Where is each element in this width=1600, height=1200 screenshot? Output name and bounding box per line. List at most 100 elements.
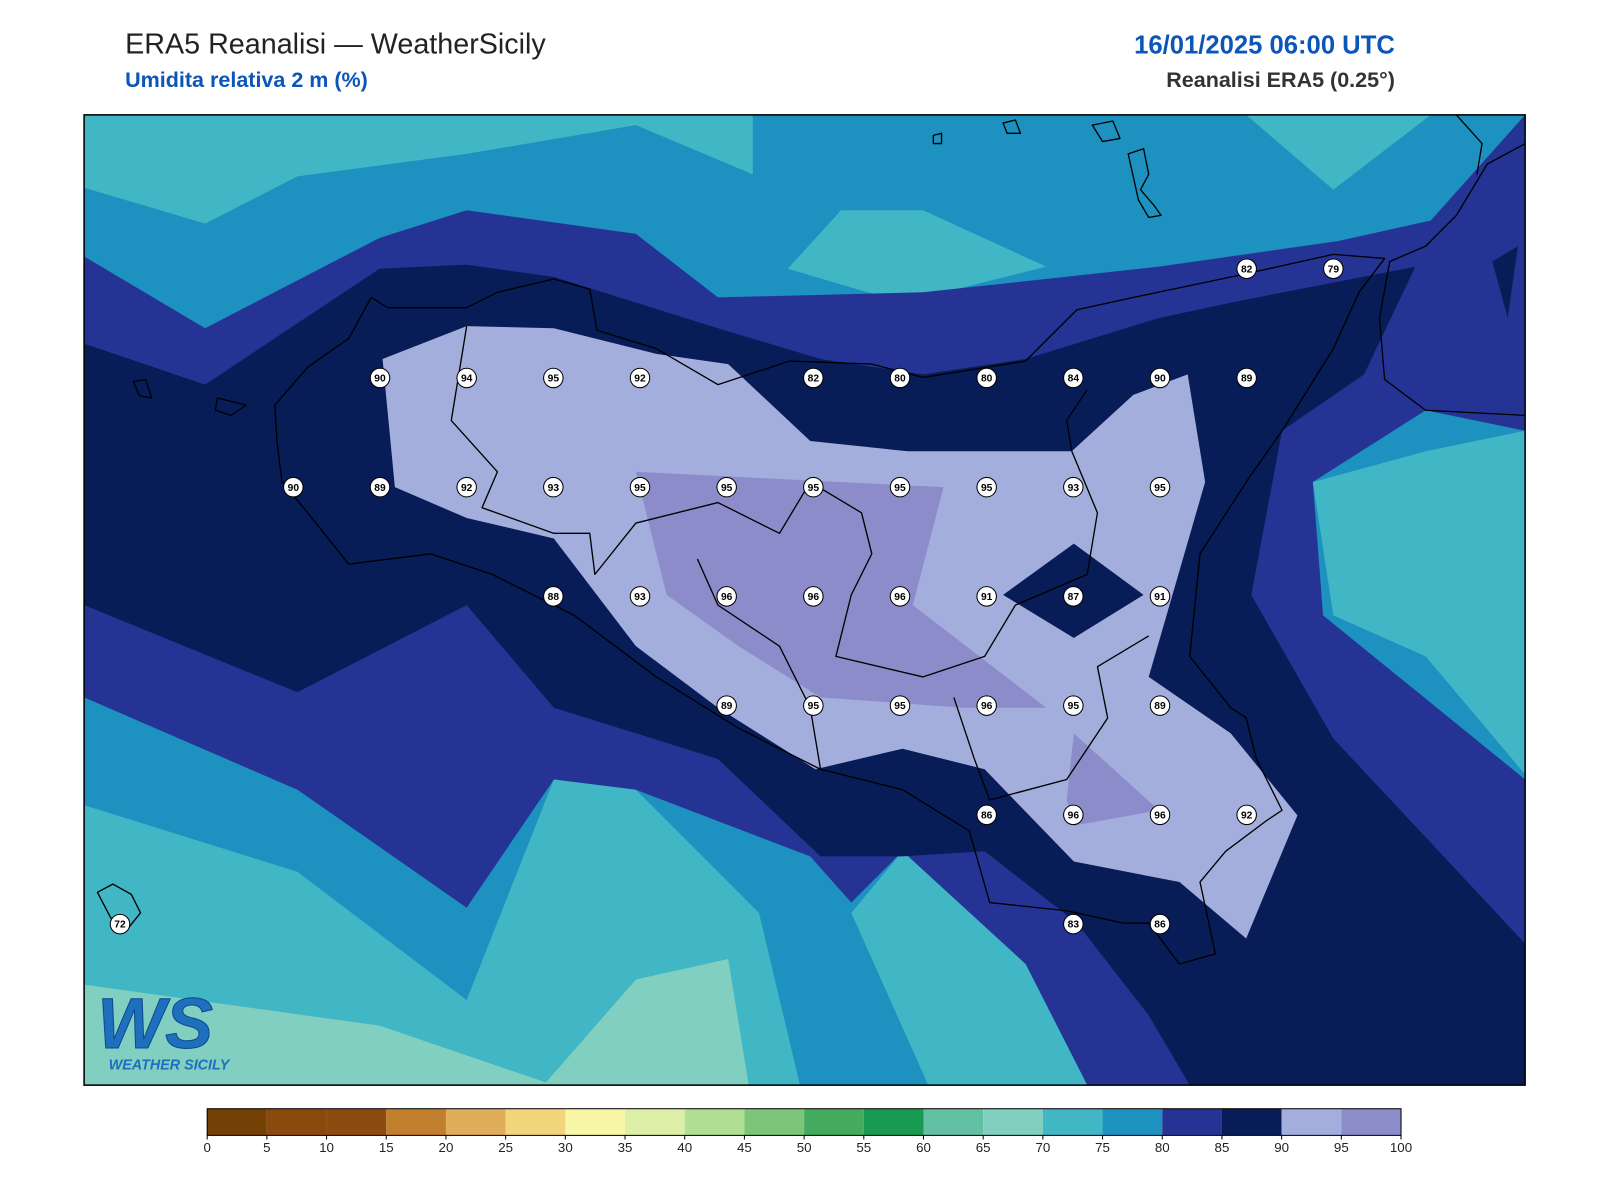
map-frame <box>83 114 1526 1086</box>
station-marker <box>716 476 737 498</box>
station-marker <box>1149 695 1171 716</box>
station-marker <box>109 913 131 935</box>
station-value: 96 <box>894 592 906 603</box>
colorbar-bin <box>386 1108 446 1136</box>
station-marker <box>889 476 911 498</box>
station-marker <box>889 695 911 716</box>
station-value: 87 <box>1068 592 1080 603</box>
station: 92 <box>456 476 477 498</box>
colorbar-tick-label: 50 <box>797 1140 812 1155</box>
station-marker <box>629 586 651 607</box>
colorbar-bin <box>1281 1108 1342 1136</box>
station-value: 96 <box>721 592 733 603</box>
station: 86 <box>1149 913 1171 935</box>
station: 95 <box>543 367 564 389</box>
station-marker <box>716 586 737 607</box>
colorbar-bin <box>326 1108 387 1136</box>
station: 89 <box>369 476 391 498</box>
station: 88 <box>543 586 564 607</box>
station: 80 <box>889 367 911 389</box>
colorbar-tick-label: 70 <box>1035 1140 1050 1155</box>
station: 95 <box>889 476 911 498</box>
logo: WS WEATHER SICILY <box>97 984 231 1074</box>
station-value: 92 <box>461 483 473 494</box>
station-marker <box>976 586 997 607</box>
station: 91 <box>1149 586 1171 607</box>
station-marker <box>543 367 564 389</box>
contour-level <box>84 984 554 1086</box>
station-value: 95 <box>1068 701 1080 712</box>
colorbar-bin <box>1221 1108 1282 1136</box>
station: 93 <box>543 476 564 498</box>
colorbar-tick-label: 65 <box>976 1140 991 1155</box>
colorbar-bin <box>1042 1108 1103 1136</box>
station-marker <box>716 695 737 716</box>
contour-level <box>787 210 1047 303</box>
station-value: 82 <box>808 374 820 385</box>
station-value: 95 <box>981 483 993 494</box>
colorbar-bin <box>625 1108 685 1136</box>
colorbar-bin <box>863 1108 924 1136</box>
contour-level <box>84 114 753 224</box>
station: 92 <box>629 367 651 389</box>
coastline <box>932 132 943 145</box>
station-marker <box>889 367 911 389</box>
station-value: 72 <box>114 920 126 931</box>
station: 72 <box>109 913 131 935</box>
station-layer: 82 79 90 94 95 92 82 80 80 84 90 89 90 89 92 93 95 95 95 95… <box>109 258 1344 935</box>
station-marker <box>803 586 824 607</box>
station-value: 80 <box>894 374 906 385</box>
station-value: 95 <box>808 483 820 494</box>
station-value: 96 <box>1068 810 1080 821</box>
coastline <box>96 883 142 929</box>
station-value: 90 <box>288 483 300 494</box>
station-value: 89 <box>721 701 733 712</box>
station-value: 93 <box>548 483 560 494</box>
station-value: 93 <box>1068 483 1080 494</box>
station: 95 <box>976 476 997 498</box>
station-value: 95 <box>1154 483 1166 494</box>
station-marker <box>1063 476 1084 498</box>
coastline <box>132 378 153 399</box>
station: 96 <box>1149 804 1171 826</box>
datetime: 16/01/2025 06:00 UTC <box>1134 31 1395 59</box>
station: 91 <box>976 586 997 607</box>
station-value: 95 <box>894 701 906 712</box>
station-marker <box>803 695 824 716</box>
station-marker <box>1149 367 1171 389</box>
station-value: 92 <box>634 374 646 385</box>
station-value: 89 <box>374 483 386 494</box>
station-marker <box>1063 695 1084 716</box>
colorbar-bin <box>804 1108 864 1136</box>
station-marker <box>1149 804 1171 826</box>
colorbar-tick-label: 45 <box>737 1140 752 1155</box>
coastline <box>1127 148 1162 219</box>
station-value: 86 <box>981 810 993 821</box>
station-marker <box>456 367 477 389</box>
station: 95 <box>1063 695 1084 716</box>
station-value: 82 <box>1241 264 1253 275</box>
title: ERA5 Reanalisi — WeatherSicily <box>125 28 546 60</box>
coastline <box>1002 119 1022 134</box>
station-marker <box>543 586 564 607</box>
contour-level <box>851 851 1088 1086</box>
station: 96 <box>1063 804 1084 826</box>
contour-level <box>1066 733 1159 826</box>
station-value: 88 <box>548 592 560 603</box>
colorbar-tick-label: 10 <box>319 1140 334 1155</box>
station: 80 <box>976 367 997 389</box>
station-marker <box>1236 367 1257 389</box>
station-value: 96 <box>1154 810 1166 821</box>
station-value: 91 <box>1154 592 1166 603</box>
coastline <box>1091 120 1121 143</box>
coastline <box>214 397 247 417</box>
station-marker <box>1149 913 1171 935</box>
station-marker <box>629 367 651 389</box>
station: 95 <box>889 695 911 716</box>
station-marker <box>1236 258 1257 279</box>
colorbar-bin <box>1162 1108 1222 1136</box>
station-marker <box>1063 913 1084 935</box>
colorbar-tick-label: 55 <box>856 1140 871 1155</box>
colorbar-tick-label: 80 <box>1155 1140 1170 1155</box>
